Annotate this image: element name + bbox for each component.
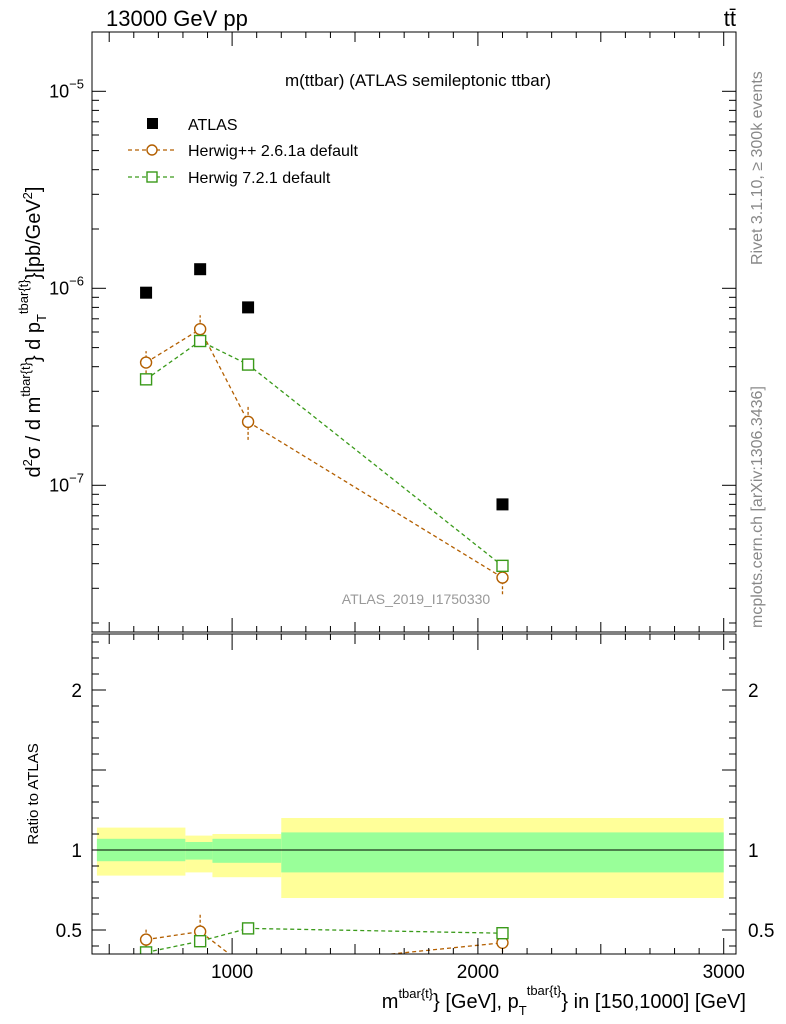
data-point-herwig-7-2-1-default xyxy=(496,559,509,573)
chart-title: m(ttbar) (ATLAS semileptonic ttbar) xyxy=(285,71,551,90)
x-tick-label: 3000 xyxy=(703,962,745,983)
data-point-herwig-7-2-1-default xyxy=(139,373,153,386)
data-point-herwig-2-6-1a-default xyxy=(193,322,207,336)
main-y-axis-label: d2σ / d mtbar{t}} d pTtbar{t}}[pb/GeV2] xyxy=(16,187,49,478)
ratio-series-line-herwig-2-6-1a-default xyxy=(145,930,503,954)
ratio-point-herwig-2-6-1a-default xyxy=(139,933,153,946)
ratio-y-tick-label: 1 xyxy=(71,841,82,862)
rivet-label: Rivet 3.1.10, ≥ 300k events xyxy=(749,71,766,265)
ratio-inner-band xyxy=(212,838,282,863)
data-point-herwig-2-6-1a-default xyxy=(496,571,509,584)
ratio-point-herwig-7-2-1-default xyxy=(139,946,153,954)
ratio-series-line-herwig-7-2-1-default xyxy=(145,927,503,954)
ratio-inner-band xyxy=(185,842,213,860)
ratio-y-tick-label-right: 2 xyxy=(748,681,759,702)
mcplots-label: mcplots.cern.ch [arXiv:1306.3436] xyxy=(749,386,766,628)
data-point-atlas xyxy=(194,263,207,276)
ratio-y-tick-label-right: 0.5 xyxy=(748,921,774,942)
main-y-tick-label: 10−5 xyxy=(49,76,84,101)
main-panel-data xyxy=(139,263,509,595)
data-point-herwig-2-6-1a-default xyxy=(241,415,255,429)
ratio-uncertainty-bands xyxy=(92,818,736,898)
ratio-y-tick-label: 2 xyxy=(71,681,82,702)
ratio-y-axis-label: Ratio to ATLAS xyxy=(25,743,42,844)
data-point-atlas xyxy=(242,301,255,314)
ratio-panel-data xyxy=(139,914,509,954)
series-line-herwig-2-6-1a-default xyxy=(145,328,503,579)
energy-label: 13000 GeV pp xyxy=(106,6,248,31)
legend-herwigpp-label: Herwig++ 2.6.1a default xyxy=(188,143,358,160)
legend-herwig7-label: Herwig 7.2.1 default xyxy=(188,170,331,187)
analysis-id: ATLAS_2019_I1750330 xyxy=(342,591,491,607)
main-y-tick-label: 10−6 xyxy=(49,273,84,298)
ratio-point-herwig-7-2-1-default xyxy=(496,927,509,940)
data-point-atlas xyxy=(496,498,509,511)
svg-text:d2σ / d mtbar{t}} d pTtbar{t}}: d2σ / d mtbar{t}} d pTtbar{t}}[pb/GeV2] xyxy=(16,187,49,478)
data-point-atlas xyxy=(140,286,153,299)
data-point-herwig-2-6-1a-default xyxy=(139,356,153,369)
ratio-panel-axes: 0.5 0.5 1 1 2 2 1000 2000 3000 xyxy=(56,634,774,983)
data-point-herwig-7-2-1-default xyxy=(241,358,255,371)
ratio-point-herwig-7-2-1-default xyxy=(193,935,207,948)
ratio-panel-frame xyxy=(91,633,737,955)
x-tick-label: 2000 xyxy=(457,962,499,983)
series-line-herwig-7-2-1-default xyxy=(145,340,503,567)
x-axis-label: mtbar{t}} [GeV], pTtbar{t}} in [150,1000… xyxy=(382,983,746,1018)
data-point-herwig-7-2-1-default xyxy=(193,334,207,348)
process-label: tt̄ xyxy=(724,6,736,31)
legend-herwigpp-marker xyxy=(146,144,158,156)
svg-text:mtbar{t}} [GeV], pTtbar{t}} in: mtbar{t}} [GeV], pTtbar{t}} in [150,1000… xyxy=(382,983,746,1018)
ratio-inner-band xyxy=(281,832,724,873)
ratio-y-tick-label-right: 1 xyxy=(748,841,759,862)
legend-atlas-marker xyxy=(147,118,158,129)
ratio-point-herwig-7-2-1-default xyxy=(241,922,255,935)
x-tick-label: 1000 xyxy=(211,962,253,983)
main-y-tick-label: 10−7 xyxy=(49,470,84,495)
legend-herwig7-marker xyxy=(146,171,158,183)
legend-atlas-label: ATLAS xyxy=(188,117,238,134)
ratio-y-tick-label: 0.5 xyxy=(56,921,82,942)
legend: ATLAS Herwig++ 2.6.1a default Herwig 7.2… xyxy=(128,117,358,187)
